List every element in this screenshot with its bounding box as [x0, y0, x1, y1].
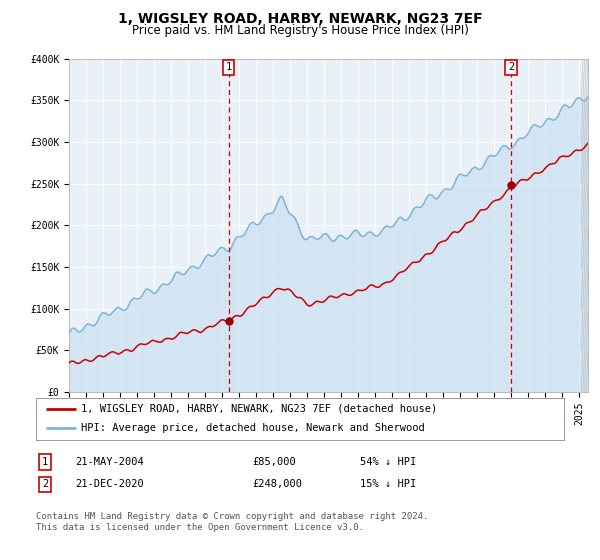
Text: 2: 2 [508, 62, 514, 72]
Bar [581, 59, 590, 392]
Text: 54% ↓ HPI: 54% ↓ HPI [360, 457, 416, 467]
Text: 1: 1 [226, 62, 232, 72]
Text: 15% ↓ HPI: 15% ↓ HPI [360, 479, 416, 489]
Text: 21-DEC-2020: 21-DEC-2020 [75, 479, 144, 489]
Text: Contains HM Land Registry data © Crown copyright and database right 2024.
This d: Contains HM Land Registry data © Crown c… [36, 512, 428, 532]
Text: £248,000: £248,000 [252, 479, 302, 489]
Text: 1: 1 [42, 457, 48, 467]
Text: £85,000: £85,000 [252, 457, 296, 467]
Text: 2: 2 [42, 479, 48, 489]
Text: Price paid vs. HM Land Registry's House Price Index (HPI): Price paid vs. HM Land Registry's House … [131, 24, 469, 37]
Text: HPI: Average price, detached house, Newark and Sherwood: HPI: Average price, detached house, Newa… [81, 423, 425, 433]
Text: 1, WIGSLEY ROAD, HARBY, NEWARK, NG23 7EF: 1, WIGSLEY ROAD, HARBY, NEWARK, NG23 7EF [118, 12, 482, 26]
Text: 1, WIGSLEY ROAD, HARBY, NEWARK, NG23 7EF (detached house): 1, WIGSLEY ROAD, HARBY, NEWARK, NG23 7EF… [81, 404, 437, 414]
Text: 21-MAY-2004: 21-MAY-2004 [75, 457, 144, 467]
